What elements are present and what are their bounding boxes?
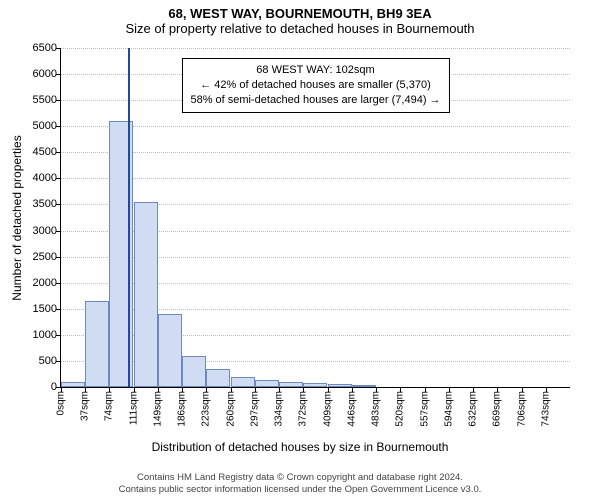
histogram-bar <box>328 384 352 387</box>
histogram-bar <box>109 121 133 387</box>
ytick-label: 4000 <box>33 172 57 184</box>
xtick-label: 37sqm <box>80 391 91 421</box>
ytick-label: 4500 <box>33 146 57 158</box>
gridline <box>61 152 570 153</box>
xtick-label: 372sqm <box>298 391 309 427</box>
histogram-bar <box>182 356 206 387</box>
xtick-label: 0sqm <box>56 391 67 415</box>
xtick-label: 669sqm <box>492 391 503 427</box>
ytick-label: 1500 <box>33 303 57 315</box>
ytick-label: 2000 <box>33 277 57 289</box>
histogram-bar <box>158 314 182 387</box>
ytick-label: 3500 <box>33 198 57 210</box>
ytick-label: 3000 <box>33 225 57 237</box>
reference-marker-line <box>128 48 130 387</box>
xtick-label: 149sqm <box>152 391 163 427</box>
ytick-label: 6000 <box>33 68 57 80</box>
histogram-bar <box>134 202 158 387</box>
xtick-label: 186sqm <box>177 391 188 427</box>
xtick-label: 74sqm <box>104 391 115 421</box>
ytick-label: 5000 <box>33 120 57 132</box>
gridline <box>61 48 570 49</box>
footer-attribution: Contains HM Land Registry data © Crown c… <box>0 472 600 496</box>
xtick-label: 260sqm <box>225 391 236 427</box>
histogram-bar <box>255 380 279 387</box>
annotation-box: 68 WEST WAY: 102sqm← 42% of detached hou… <box>181 58 449 113</box>
xtick-label: 632sqm <box>468 391 479 427</box>
xtick-label: 520sqm <box>395 391 406 427</box>
footer-line-2: Contains public sector information licen… <box>0 484 600 496</box>
xtick-label: 706sqm <box>516 391 527 427</box>
x-axis-label: Distribution of detached houses by size … <box>0 440 600 454</box>
xtick-label: 409sqm <box>322 391 333 427</box>
xtick-label: 594sqm <box>443 391 454 427</box>
gridline <box>61 126 570 127</box>
xtick-label: 334sqm <box>274 391 285 427</box>
histogram-bar <box>279 382 303 387</box>
xtick-label: 446sqm <box>346 391 357 427</box>
ytick-label: 1000 <box>33 329 57 341</box>
ytick-label: 5500 <box>33 94 57 106</box>
histogram-bar <box>61 382 85 387</box>
ytick-label: 2500 <box>33 251 57 263</box>
histogram-bar <box>303 383 327 387</box>
xtick-label: 557sqm <box>419 391 430 427</box>
xtick-label: 483sqm <box>371 391 382 427</box>
histogram-bar <box>85 301 109 387</box>
xtick-label: 111sqm <box>128 391 139 425</box>
histogram-bar <box>231 377 255 387</box>
ytick-label: 6500 <box>33 42 57 54</box>
ytick-label: 500 <box>39 355 57 367</box>
xtick-label: 223sqm <box>201 391 212 427</box>
plot-area: 0500100015002000250030003500400045005000… <box>60 48 570 388</box>
chart-subtitle: Size of property relative to detached ho… <box>0 21 600 38</box>
figure: 68, WEST WAY, BOURNEMOUTH, BH9 3EA Size … <box>0 0 600 500</box>
annotation-line-1: 68 WEST WAY: 102sqm <box>190 63 440 78</box>
gridline <box>61 178 570 179</box>
histogram-bar <box>352 385 376 387</box>
chart-title: 68, WEST WAY, BOURNEMOUTH, BH9 3EA <box>0 0 600 21</box>
annotation-line-2: ← 42% of detached houses are smaller (5,… <box>190 78 440 93</box>
footer-line-1: Contains HM Land Registry data © Crown c… <box>0 472 600 484</box>
xtick-label: 297sqm <box>249 391 260 427</box>
histogram-bar <box>206 369 230 387</box>
xtick-label: 743sqm <box>540 391 551 427</box>
annotation-line-3: 58% of semi-detached houses are larger (… <box>190 93 440 108</box>
